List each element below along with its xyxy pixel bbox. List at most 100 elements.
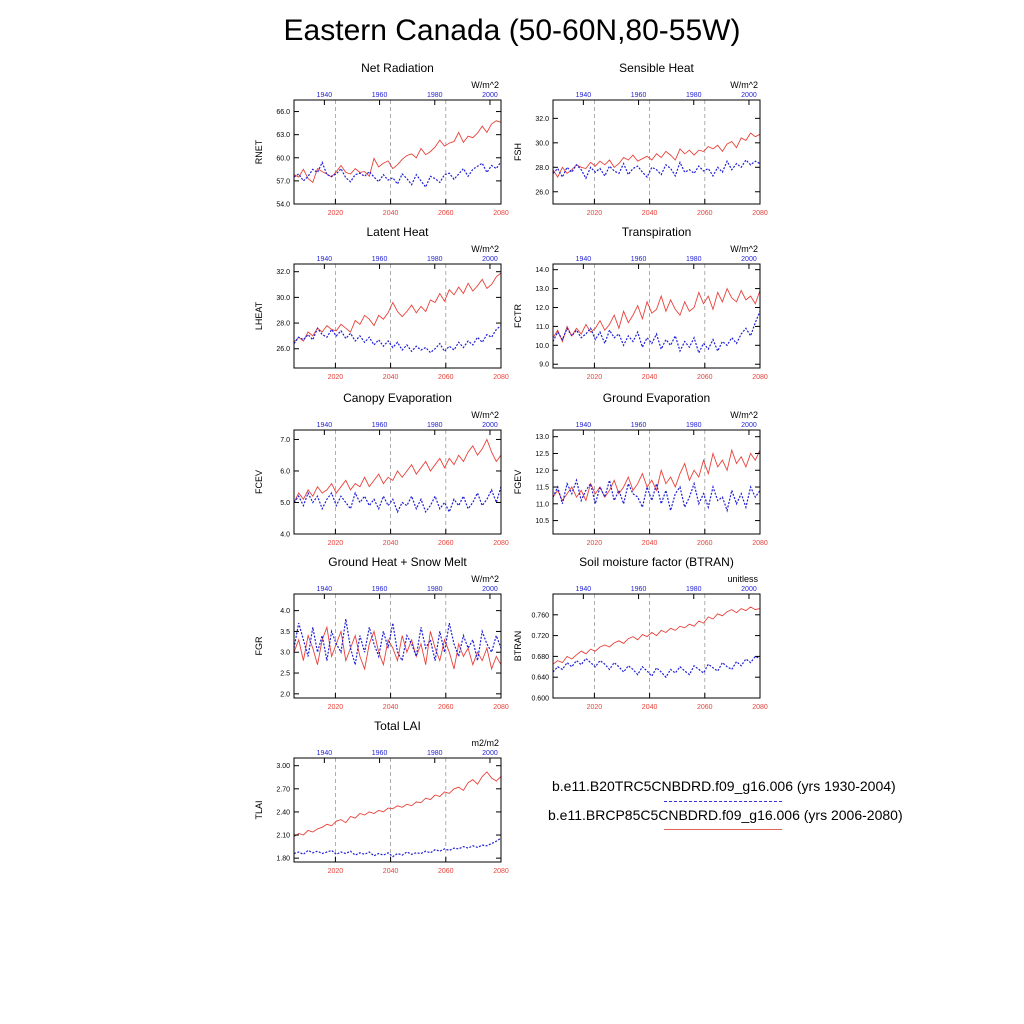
y-axis-label: FCEV: [254, 470, 264, 494]
x-top-tick-label: 1980: [427, 92, 443, 99]
panel-unit: m2/m2: [471, 738, 499, 748]
y-axis-label: RNET: [254, 139, 264, 164]
series-line-20thc: [552, 655, 761, 679]
x-bottom-tick-label: 2080: [752, 210, 768, 217]
y-tick-label: 6.0: [280, 468, 290, 475]
x-bottom-tick-label: 2020: [587, 374, 603, 381]
x-top-tick-label: 2000: [741, 586, 757, 593]
x-bottom-tick-label: 2040: [383, 374, 399, 381]
panel-btran: Soil moisture factor (BTRAN) unitless 0.60…: [513, 555, 768, 711]
x-bottom-tick-label: 2020: [328, 704, 344, 711]
plot-frame: [552, 593, 761, 699]
panel-title: Latent Heat: [366, 225, 429, 239]
series-line-20thc: [293, 486, 502, 514]
y-tick-label: 26.0: [276, 346, 290, 353]
panel-fgr: Ground Heat + Snow Melt W/m^2 2.0 2.5 3.0 3.5…: [254, 555, 509, 711]
series-line-20thc: [552, 311, 761, 355]
plot-frame: [552, 99, 761, 205]
panel-unit: W/m^2: [471, 244, 499, 254]
x-top-tick-label: 1960: [631, 422, 647, 429]
x-top-tick-label: 1980: [427, 422, 443, 429]
y-axis-label: TLAI: [254, 800, 264, 819]
x-top-tick-label: 1960: [631, 256, 647, 263]
x-bottom-tick-label: 2040: [642, 540, 658, 547]
series-line-20thc: [293, 160, 502, 189]
x-top-tick-label: 1960: [631, 92, 647, 99]
y-tick-label: 30.0: [535, 140, 549, 147]
y-tick-label: 3.5: [280, 629, 290, 636]
y-tick-label: 32.0: [535, 116, 549, 123]
x-bottom-tick-label: 2040: [383, 540, 399, 547]
y-tick-label: 12.0: [535, 468, 549, 475]
x-bottom-tick-label: 2060: [438, 704, 454, 711]
x-top-tick-label: 1940: [317, 586, 333, 593]
panel-unit: W/m^2: [730, 410, 758, 420]
x-top-tick-label: 1980: [686, 256, 702, 263]
x-top-tick-label: 1960: [372, 586, 388, 593]
y-tick-label: 13.0: [535, 286, 549, 293]
panel-title: Canopy Evaporation: [343, 391, 452, 405]
y-tick-label: 2.5: [280, 671, 290, 678]
x-top-tick-label: 1940: [576, 256, 592, 263]
x-bottom-tick-label: 2040: [642, 704, 658, 711]
y-tick-label: 0.640: [531, 675, 549, 682]
legend-entry-model-2: b.e11.BRCP85C5CNBDRD.f09_g16.006 (yrs 20…: [548, 807, 903, 823]
x-bottom-tick-label: 2060: [697, 540, 713, 547]
page-title: Eastern Canada (50-60N,80-55W): [283, 14, 741, 47]
plot-frame: [293, 429, 502, 535]
x-top-tick-label: 1940: [576, 92, 592, 99]
y-tick-label: 3.0: [280, 650, 290, 657]
y-axis-label: BTRAN: [513, 631, 523, 662]
panel-title: Transpiration: [622, 225, 692, 239]
x-top-tick-label: 1960: [372, 750, 388, 757]
y-tick-label: 0.720: [531, 633, 549, 640]
panel-fsh: Sensible Heat W/m^2 26.0 28.0 30.0 32.0 FSH 202…: [513, 61, 768, 217]
x-bottom-tick-label: 2080: [752, 374, 768, 381]
x-bottom-tick-label: 2060: [438, 540, 454, 547]
series-line-rcp85: [552, 606, 761, 665]
x-bottom-tick-label: 2020: [587, 210, 603, 217]
x-bottom-tick-label: 2020: [328, 868, 344, 875]
y-tick-label: 30.0: [276, 295, 290, 302]
y-axis-label: FCTR: [513, 304, 523, 328]
y-tick-label: 2.40: [276, 809, 290, 816]
panel-title: Total LAI: [374, 719, 421, 733]
x-bottom-tick-label: 2080: [752, 540, 768, 547]
x-top-tick-label: 2000: [482, 256, 498, 263]
x-bottom-tick-label: 2060: [438, 210, 454, 217]
y-tick-label: 26.0: [535, 189, 549, 196]
y-tick-label: 4.0: [280, 608, 290, 615]
panel-unit: W/m^2: [730, 80, 758, 90]
x-top-tick-label: 1980: [427, 256, 443, 263]
y-tick-label: 3.00: [276, 763, 290, 770]
x-top-tick-label: 1980: [686, 586, 702, 593]
x-top-tick-label: 1980: [427, 586, 443, 593]
series-line-20thc: [552, 159, 761, 180]
series-line-20thc: [293, 837, 502, 858]
y-tick-label: 32.0: [276, 269, 290, 276]
panel-fcev: Canopy Evaporation W/m^2 4.0 5.0 6.0 7.0 FCEV 2…: [254, 391, 509, 547]
legend-line-model-2: [664, 829, 782, 830]
y-tick-label: 63.0: [276, 132, 290, 139]
y-tick-label: 10.0: [535, 343, 549, 350]
plot-frame: [293, 593, 502, 699]
y-axis-label: FGR: [254, 636, 264, 655]
panel-unit: W/m^2: [471, 80, 499, 90]
series-line-rcp85: [552, 132, 761, 179]
panel-fgev: Ground Evaporation W/m^2 10.5 11.0 11.5 12.0 1…: [513, 391, 768, 547]
x-bottom-tick-label: 2060: [438, 374, 454, 381]
x-top-tick-label: 2000: [482, 750, 498, 757]
plot-frame: [293, 99, 502, 205]
x-top-tick-label: 1940: [576, 586, 592, 593]
panel-fctr: Transpiration W/m^2 9.0 10.0 11.0 12.0 13.0 14.…: [513, 225, 768, 381]
y-tick-label: 66.0: [276, 109, 290, 116]
series-line-20thc: [293, 325, 502, 354]
series-line-rcp85: [552, 448, 761, 502]
y-axis-label: FSH: [513, 143, 523, 161]
y-tick-label: 11.5: [536, 485, 549, 492]
x-top-tick-label: 2000: [482, 92, 498, 99]
x-top-tick-label: 1940: [317, 750, 333, 757]
x-bottom-tick-label: 2040: [383, 868, 399, 875]
y-tick-label: 5.0: [280, 500, 290, 507]
